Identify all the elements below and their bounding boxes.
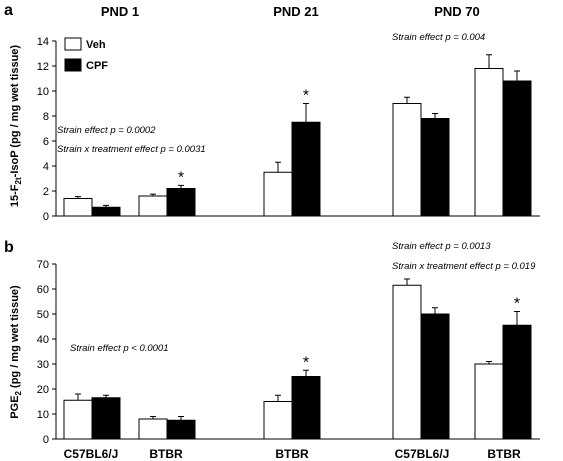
annotation-a-1: Strain effect p = 0.0002	[57, 125, 156, 136]
legend-swatch-cpf	[64, 58, 82, 72]
y-tick-label-a-0: 0	[43, 211, 49, 223]
significance-star-b-4: *	[514, 296, 520, 313]
group-label-pnd21: PND 21	[273, 4, 319, 19]
category-label-0: C57BL6/J	[64, 447, 119, 461]
y-tick-label-a-5: 10	[37, 86, 49, 98]
y-tick-label-b-3: 30	[37, 359, 49, 371]
y-tick-label-a-1: 2	[43, 186, 49, 198]
category-label-1: BTBR	[149, 447, 183, 461]
bar-b-veh-2	[263, 401, 293, 440]
y-tick-label-b-4: 40	[37, 334, 49, 346]
bar-a-veh-2	[263, 171, 293, 217]
annotation-b-3: Strain x treatment effect p = 0.019	[392, 261, 536, 272]
bar-a-veh-3	[392, 103, 422, 217]
y-tick-label-a-6: 12	[37, 61, 49, 73]
bar-b-veh-1	[138, 418, 168, 440]
annotation-a-3: Strain effect p = 0.004	[392, 32, 485, 43]
y-tick-label-b-5: 50	[37, 309, 49, 321]
category-label-3: C57BL6/J	[395, 447, 450, 461]
panel-letter-a: a	[4, 2, 13, 19]
y-tick-label-a-4: 8	[43, 111, 49, 123]
bar-a-cpf-2	[291, 121, 321, 217]
bar-a-cpf-3	[420, 118, 450, 217]
legend-label-veh: Veh	[86, 39, 106, 51]
y-tick-label-b-7: 70	[37, 259, 49, 271]
group-label-pnd70: PND 70	[434, 4, 480, 19]
y-tick-label-b-2: 20	[37, 384, 49, 396]
bar-b-cpf-1	[166, 419, 196, 440]
annotation-b-2: Strain effect p = 0.0013	[392, 241, 491, 252]
bar-a-cpf-0	[91, 206, 121, 217]
significance-star-b-2: *	[303, 354, 309, 371]
bar-a-cpf-1	[166, 188, 196, 217]
bar-a-cpf-4	[502, 80, 532, 217]
plot-area-a: 0 2 4 6 8 10 12 14 * *	[37, 36, 540, 223]
bar-b-cpf-3	[420, 313, 450, 440]
legend-label-cpf: CPF	[86, 60, 108, 72]
y-tick-label-b-1: 10	[37, 409, 49, 421]
bar-a-veh-1	[138, 195, 168, 217]
y-tick-label-b-0: 0	[43, 434, 49, 446]
annotation-a-2: Strain x treatment effect p = 0.0031	[57, 144, 206, 155]
bar-b-cpf-0	[91, 397, 121, 440]
y-axis-label-b: PGE2 (pg / mg wet tissue)	[9, 285, 23, 419]
y-tick-label-b-6: 60	[37, 284, 49, 296]
y-tick-label-a-2: 4	[43, 161, 49, 173]
y-tick-label-a-7: 14	[37, 36, 49, 48]
bar-b-veh-3	[392, 284, 422, 440]
y-tick-label-a-3: 6	[43, 136, 49, 148]
bar-a-veh-0	[63, 198, 93, 217]
y-axis-label-a: 15-F2t-IsoP (pg / mg wet tissue)	[9, 45, 23, 208]
bar-b-veh-0	[63, 399, 93, 440]
plot-area-b: 0 10 20 30 40 50 60 70 * *	[37, 259, 540, 446]
panel-letter-b: b	[4, 239, 14, 256]
annotation-b-1: Strain effect p < 0.0001	[70, 343, 169, 354]
category-label-4: BTBR	[487, 447, 521, 461]
bar-b-cpf-2	[291, 376, 321, 440]
legend-swatch-veh	[64, 37, 82, 51]
bar-b-veh-4	[474, 363, 504, 440]
bar-a-veh-4	[474, 68, 504, 217]
group-label-pnd1: PND 1	[101, 4, 139, 19]
significance-star-a-1: *	[178, 169, 184, 186]
bar-b-cpf-4	[502, 324, 532, 440]
significance-star-a-2: *	[303, 88, 309, 105]
category-label-2: BTBR	[275, 447, 309, 461]
